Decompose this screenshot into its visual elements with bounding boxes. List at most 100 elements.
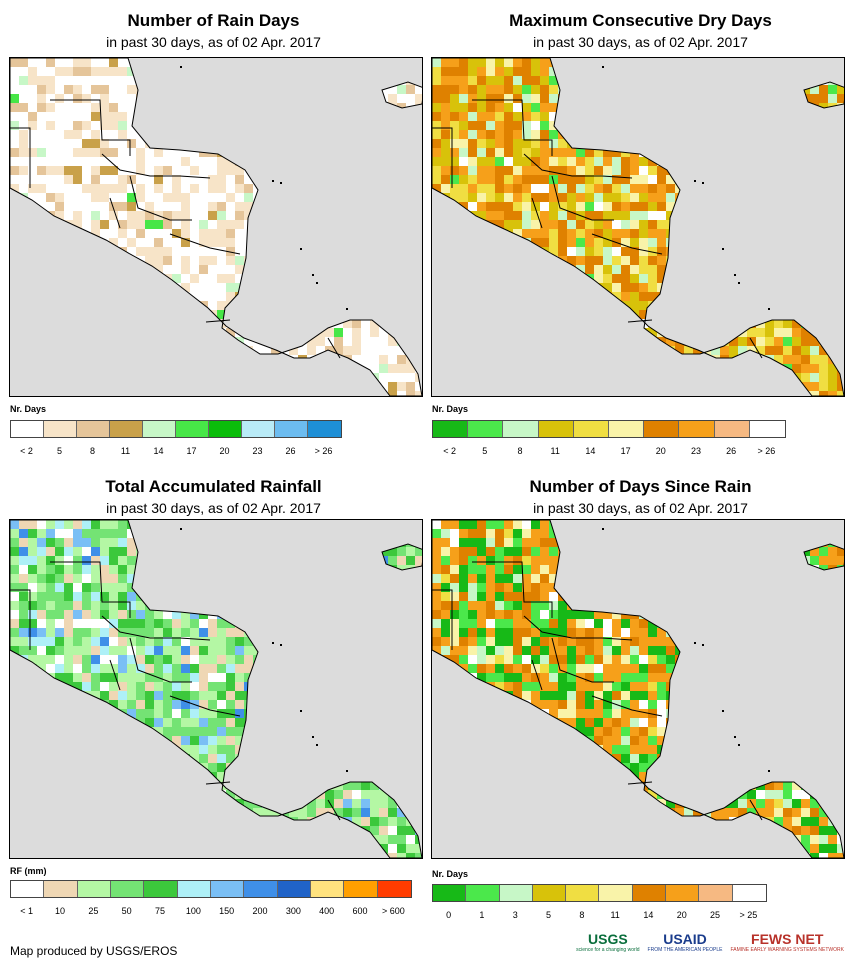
fews-net-logo: FEWS NET FAMINE EARLY WARNING SYSTEMS NET… (730, 931, 844, 953)
coastline (10, 520, 422, 858)
legend-tick: 400 (319, 906, 335, 916)
coastline (432, 520, 844, 858)
legend-swatch (11, 881, 45, 897)
island (272, 180, 274, 182)
panel-subtitle: in past 30 days, as of 02 Apr. 2017 (533, 500, 748, 516)
legend-tick: 26 (285, 446, 296, 456)
legend-swatch (44, 421, 77, 437)
island (702, 182, 704, 184)
country-border (129, 175, 192, 221)
legend-tick: 8 (89, 446, 96, 456)
country-border (101, 153, 211, 179)
legend-tick: < 1 (20, 906, 34, 916)
island (768, 770, 770, 772)
legend-ticks: < 2 5 8 11 14 17 20 23 26 > 26 (10, 446, 340, 458)
legend-swatch (176, 421, 209, 437)
legend-swatch (749, 421, 785, 437)
legend-swatch (632, 885, 667, 901)
legend-swatch (377, 881, 411, 897)
legend-title: Nr. Days (10, 404, 47, 414)
panel-subtitle: in past 30 days, as of 02 Apr. 2017 (533, 34, 748, 50)
panel-title: Total Accumulated Rainfall (105, 477, 322, 496)
data-cells (10, 58, 422, 396)
island (734, 736, 736, 738)
island (602, 528, 604, 530)
map-rain-days (9, 57, 423, 397)
country-border (551, 175, 614, 221)
country-border (327, 799, 341, 821)
island (346, 770, 348, 772)
legend-ticks: < 2 5 8 11 14 17 20 23 26 > 26 (432, 446, 784, 458)
data-cells (432, 58, 844, 396)
island (694, 642, 696, 644)
coastline (432, 58, 844, 396)
country-border (10, 127, 31, 188)
legend-swatch (608, 421, 645, 437)
island (300, 248, 302, 250)
coastline (381, 81, 422, 109)
island (312, 736, 314, 738)
island (316, 744, 318, 746)
legend-bar (10, 420, 342, 438)
legend-swatch (532, 885, 567, 901)
legend-title: RF (mm) (10, 866, 47, 876)
country-border (432, 589, 453, 650)
island (734, 274, 736, 276)
island (346, 308, 348, 310)
country-border (472, 561, 553, 618)
country-border (50, 99, 131, 156)
legend-tick: 5 (482, 446, 488, 456)
legend-tick: 8 (517, 446, 523, 456)
legend-tick: 25 (710, 910, 721, 920)
legend-tick: 14 (585, 446, 596, 456)
country-border (627, 781, 653, 785)
legend-swatch (344, 881, 378, 897)
legend-title: Nr. Days (432, 404, 469, 414)
island (300, 710, 302, 712)
country-border (109, 197, 121, 229)
country-border (531, 659, 543, 691)
legend-tick: 0 (446, 910, 452, 920)
legend-tick: 1 (479, 910, 485, 920)
legend-swatch (433, 885, 467, 901)
legend-swatch (110, 881, 145, 897)
coastline (381, 543, 422, 571)
legend-tick: 17 (186, 446, 197, 456)
country-border (10, 589, 31, 650)
country-border (129, 637, 192, 683)
usgs-logo: USGS science for a changing world (576, 931, 640, 953)
island (280, 182, 282, 184)
legend-tick: 75 (154, 906, 166, 916)
legend-swatch (44, 881, 78, 897)
legend-ticks: < 1 10 25 50 75 100 150 200 300 400 600 > 600 (10, 906, 410, 918)
data-cells (10, 520, 422, 858)
legend-swatch (110, 421, 143, 437)
island (316, 282, 318, 284)
legend-tick: 20 (676, 910, 687, 920)
coastline (10, 58, 422, 396)
country-border (101, 615, 211, 641)
legend-tick: > 26 (314, 446, 333, 456)
legend-swatch (499, 885, 533, 901)
map-credit: Map produced by USGS/EROS (10, 944, 178, 958)
country-border (50, 561, 131, 618)
legend-swatch (566, 885, 600, 901)
legend-swatch (468, 421, 504, 437)
legend-tick: 600 (352, 906, 368, 916)
legend-tick: 17 (620, 446, 631, 456)
panel-title: Maximum Consecutive Dry Days (509, 11, 772, 30)
legend-tick: 50 (121, 906, 132, 916)
legend-tick: > 26 (757, 446, 776, 456)
legend-swatch (210, 881, 245, 897)
island (738, 282, 740, 284)
legend-swatch (466, 885, 500, 901)
legend-swatch (242, 421, 275, 437)
legend-tick: 14 (643, 910, 654, 920)
logo-strip: USGS science for a changing world USAID FR… (576, 932, 844, 953)
legend-tick: 8 (579, 910, 585, 920)
country-border (169, 233, 241, 255)
panel-subtitle: in past 30 days, as of 02 Apr. 2017 (106, 34, 321, 50)
country-border (205, 781, 231, 785)
legend-swatch (714, 421, 750, 437)
country-border (432, 127, 453, 188)
